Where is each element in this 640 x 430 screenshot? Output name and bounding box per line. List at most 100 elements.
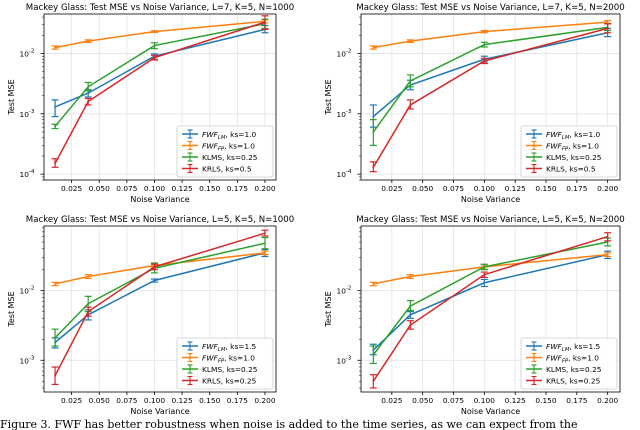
legend-entry: KRLS, ks=0.25 (182, 375, 257, 385)
x-tick-label: 0.125 (505, 396, 526, 405)
data-point (153, 44, 156, 47)
series-4 (369, 23, 612, 173)
series-line (373, 21, 608, 49)
chart-panel-4: Mackey Glass: Test MSE vs Noise Variance… (324, 215, 625, 416)
legend-entry: FWFLM, ks=1.5 (526, 341, 601, 353)
x-axis-label: Noise Variance (461, 195, 520, 204)
data-point (87, 310, 90, 313)
legend-label: FWFLM, ks=1.5 (202, 342, 257, 353)
x-axis: 0.025 0.050 0.075 0.100 0.125 0.150 0.175 0.200 (61, 392, 276, 405)
chart-panel-2: Mackey Glass: Test MSE vs Noise Variance… (324, 3, 625, 204)
x-tick-label: 0.200 (597, 396, 618, 405)
legend-label: KLMS, ks=0.25 (546, 365, 602, 374)
x-tick-label: 0.175 (566, 184, 587, 193)
x-tick-label: 0.050 (89, 396, 110, 405)
series-line (54, 252, 266, 285)
x-tick-label: 0.050 (412, 184, 433, 193)
series-line (372, 27, 608, 168)
series-4 (51, 229, 269, 386)
legend-entry: KLMS, ks=0.25 (182, 364, 258, 374)
series-group (369, 19, 612, 173)
data-point (606, 27, 609, 30)
series-line (54, 252, 266, 344)
series-line (54, 23, 266, 127)
x-tick-label: 0.100 (144, 184, 165, 193)
y-axis-label: Test MSE (7, 79, 16, 115)
y-tick-label: 10-4 (20, 169, 35, 179)
series-line (54, 21, 266, 164)
data-point (264, 232, 266, 235)
y-tick-label: 10-4 (337, 169, 352, 179)
x-tick-label: 0.075 (116, 396, 137, 405)
series-group (369, 232, 612, 389)
x-tick-label: 0.200 (597, 184, 618, 193)
y-axis: 10-3 10-2 (20, 286, 44, 365)
data-point (606, 253, 609, 256)
series-line (54, 28, 266, 108)
series-line (372, 241, 608, 356)
data-point (264, 242, 266, 245)
chart-panel-3: Mackey Glass: Test MSE vs Noise Variance… (7, 215, 294, 416)
data-point (483, 30, 486, 33)
plot-frame (360, 13, 621, 181)
data-point (409, 305, 412, 308)
y-tick-label: 10-2 (337, 48, 352, 58)
data-point (372, 283, 375, 285)
data-point (54, 336, 56, 339)
x-tick-label: 0.100 (474, 396, 495, 405)
data-point (409, 275, 412, 278)
data-point (409, 104, 412, 106)
data-point (483, 43, 486, 46)
legend-entry: FWFLM, ks=1.0 (182, 129, 257, 141)
y-tick-label: 10-3 (337, 355, 352, 365)
legend-label: FWFFP, ks=1.0 (202, 141, 255, 152)
y-axis-label: Test MSE (324, 79, 333, 115)
data-point (87, 302, 90, 305)
figure-caption: Figure 3. FWF has better robustness when… (0, 418, 578, 430)
data-point (87, 275, 90, 278)
data-point (483, 60, 486, 62)
chart-title: Mackey Glass: Test MSE vs Noise Variance… (356, 3, 624, 13)
legend-label: FWFLM, ks=1.0 (202, 130, 257, 141)
legend-entry: KLMS, ks=0.25 (182, 152, 258, 162)
data-point (54, 106, 56, 108)
plot-frame (43, 225, 277, 393)
data-point (54, 283, 56, 285)
y-axis-label: Test MSE (324, 291, 333, 327)
y-axis-label: Test MSE (7, 291, 16, 327)
data-point (409, 313, 412, 316)
series-line (54, 20, 266, 49)
data-point (54, 374, 56, 377)
legend-entry: FWFLM, ks=1.5 (182, 341, 257, 353)
y-tick-label: 10-3 (337, 109, 352, 119)
data-point (153, 279, 156, 282)
x-tick-label: 0.050 (412, 396, 433, 405)
series-line (372, 32, 608, 118)
legend-box (520, 337, 618, 390)
x-tick-label: 0.150 (199, 396, 220, 405)
series-line (372, 26, 608, 133)
data-point (606, 241, 609, 243)
y-tick-label: 10-3 (20, 109, 35, 119)
legend-entry: KRLS, ks=0.5 (182, 163, 252, 173)
x-axis-label: Noise Variance (130, 407, 189, 416)
data-point (372, 380, 375, 383)
legend-label: KLMS, ks=0.25 (202, 153, 258, 162)
x-tick-label: 0.200 (254, 184, 275, 193)
x-tick-label: 0.175 (566, 396, 587, 405)
legend-entry: KRLS, ks=0.5 (526, 163, 596, 173)
legend-label: KRLS, ks=0.25 (546, 376, 601, 385)
series-group (51, 15, 269, 168)
legend-label: FWFLM, ks=1.0 (546, 130, 601, 141)
x-tick-label: 0.200 (254, 396, 275, 405)
data-point (153, 56, 156, 59)
series-line (54, 242, 266, 339)
legend-entry: FWFFP, ks=1.0 (526, 140, 599, 152)
legend-entry: FWFFP, ks=1.0 (182, 140, 255, 152)
y-tick-label: 10-3 (20, 355, 35, 365)
chart-title: Mackey Glass: Test MSE vs Noise Variance… (356, 215, 624, 225)
series-2 (369, 19, 612, 50)
series-group (51, 229, 269, 386)
legend-entry: FWFFP, ks=1.0 (182, 352, 255, 364)
